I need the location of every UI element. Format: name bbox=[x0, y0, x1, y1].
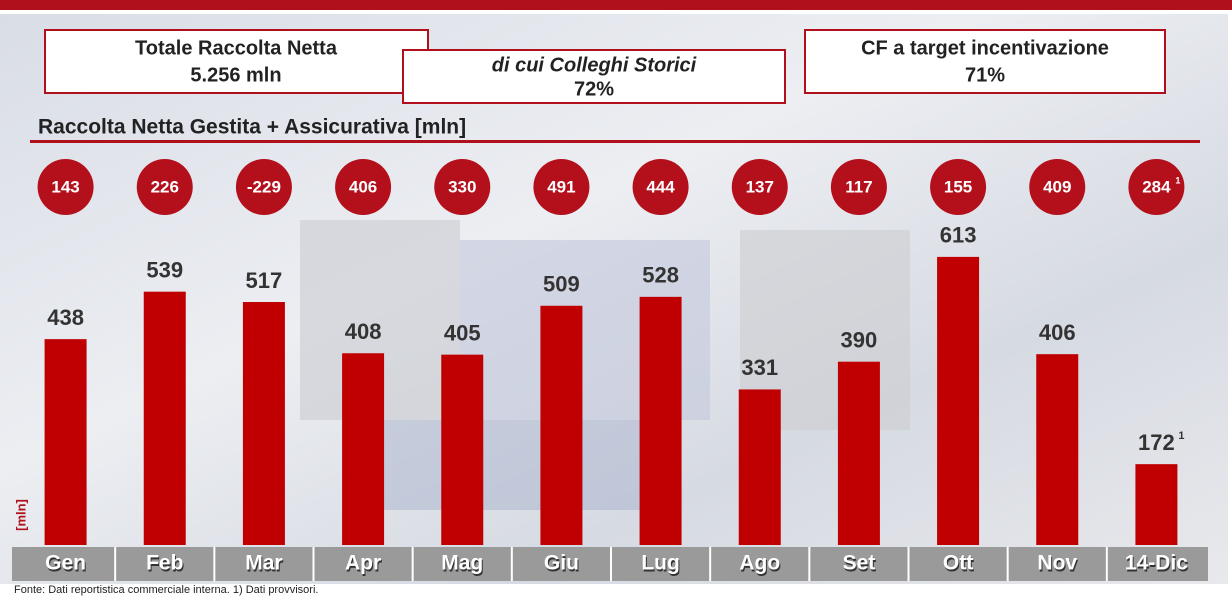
x-tick-label: Feb bbox=[146, 552, 183, 575]
monthly-circle bbox=[136, 159, 193, 215]
x-tick-label: Apr bbox=[346, 554, 382, 577]
bar bbox=[738, 389, 781, 545]
circle-value: 491 bbox=[547, 177, 575, 196]
x-tick-label: 14-Dic bbox=[1126, 554, 1189, 577]
bar bbox=[540, 305, 583, 545]
x-tick-label: Nov bbox=[1037, 552, 1077, 575]
kpi-value: 71% bbox=[965, 64, 1005, 86]
value-label: 331 bbox=[741, 355, 778, 380]
circle-value: 330 bbox=[448, 177, 476, 196]
monthly-circle bbox=[37, 159, 94, 215]
bar bbox=[639, 296, 682, 545]
monthly-circle bbox=[1029, 159, 1086, 215]
kpi-label: Totale Raccolta Netta bbox=[135, 37, 338, 59]
bar bbox=[937, 256, 980, 545]
x-tick-label: Ott bbox=[943, 552, 973, 575]
x-tick-label: Feb bbox=[147, 554, 184, 577]
x-tick-label: Gen bbox=[45, 552, 86, 575]
kpi-box bbox=[402, 49, 786, 104]
bar bbox=[44, 339, 87, 545]
x-tick-label: Ott bbox=[944, 554, 974, 577]
kpi-value: 72% bbox=[574, 78, 614, 100]
x-tick-label: Mar bbox=[245, 552, 282, 575]
x-tick-label: Mag bbox=[441, 552, 483, 575]
circle-value: 226 bbox=[151, 177, 179, 196]
circle-value: 409 bbox=[1043, 177, 1071, 196]
circle-value: 137 bbox=[746, 177, 774, 196]
x-tick-label: Lug bbox=[641, 552, 679, 575]
monthly-circle bbox=[830, 159, 887, 215]
chart-title: Raccolta Netta Gestita + Assicurativa [m… bbox=[38, 116, 466, 139]
x-tick-label: Ago bbox=[739, 552, 780, 575]
x-tick-label: Nov bbox=[1038, 554, 1078, 577]
x-tick-label: Set bbox=[844, 554, 877, 577]
x-tick-label: 14-Dic bbox=[1125, 552, 1188, 575]
footnote: Fonte: Dati reportistica commerciale int… bbox=[14, 584, 318, 596]
monthly-circle bbox=[434, 159, 491, 215]
kpi-label: di cui Colleghi Storici bbox=[492, 54, 697, 76]
monthly-circle bbox=[1128, 159, 1185, 215]
kpi-label: CF a target incentivazione bbox=[861, 37, 1109, 59]
x-tick-label: Giu bbox=[545, 554, 580, 577]
value-label: 406 bbox=[1039, 320, 1076, 345]
monthly-circle bbox=[335, 159, 392, 215]
bar bbox=[837, 361, 880, 545]
circle-value: 284 bbox=[1142, 177, 1171, 196]
bar bbox=[1135, 464, 1178, 545]
circle-value: 143 bbox=[51, 177, 79, 196]
x-tick-label: Mar bbox=[246, 554, 283, 577]
circle-value: -229 bbox=[247, 177, 281, 196]
value-label: 509 bbox=[543, 272, 580, 297]
value-label: 528 bbox=[642, 263, 679, 288]
value-label: 390 bbox=[841, 328, 878, 353]
x-tick-label: Mag bbox=[442, 554, 484, 577]
x-tick-label: Set bbox=[843, 552, 876, 575]
x-tick-label: Lug bbox=[642, 554, 680, 577]
value-label: 172 bbox=[1138, 430, 1175, 455]
value-label: 517 bbox=[246, 268, 283, 293]
circle-value: 117 bbox=[845, 177, 872, 196]
y-axis-label: [mln] bbox=[13, 499, 28, 531]
kpi-value: 5.256 mln bbox=[190, 64, 281, 86]
top-rule bbox=[0, 0, 1232, 10]
monthly-circle bbox=[731, 159, 788, 215]
monthly-circle bbox=[235, 159, 292, 215]
value-note: 1 bbox=[1178, 430, 1184, 442]
x-tick-label: Apr bbox=[345, 552, 381, 575]
bar bbox=[143, 291, 186, 545]
bar bbox=[441, 354, 484, 545]
collage-photo bbox=[380, 420, 640, 510]
circle-note: 1 bbox=[1175, 175, 1180, 185]
monthly-circle bbox=[930, 159, 987, 215]
x-tick-label: Giu bbox=[544, 552, 579, 575]
kpi-box bbox=[44, 29, 429, 94]
kpi-box bbox=[804, 29, 1166, 94]
bar bbox=[342, 353, 385, 545]
title-rule bbox=[30, 140, 1200, 143]
monthly-circle bbox=[632, 159, 689, 215]
value-label: 539 bbox=[146, 257, 183, 282]
bar bbox=[242, 302, 285, 545]
circle-value: 444 bbox=[646, 177, 675, 196]
monthly-circle bbox=[533, 159, 590, 215]
value-label: 408 bbox=[345, 319, 382, 344]
x-tick-label: Gen bbox=[46, 554, 87, 577]
value-label: 405 bbox=[444, 320, 481, 345]
value-label: 438 bbox=[47, 305, 84, 330]
bar bbox=[1036, 354, 1079, 545]
x-tick-label: Ago bbox=[740, 554, 781, 577]
circle-value: 406 bbox=[349, 177, 377, 196]
circle-value: 155 bbox=[944, 177, 972, 196]
value-label: 613 bbox=[940, 223, 977, 248]
